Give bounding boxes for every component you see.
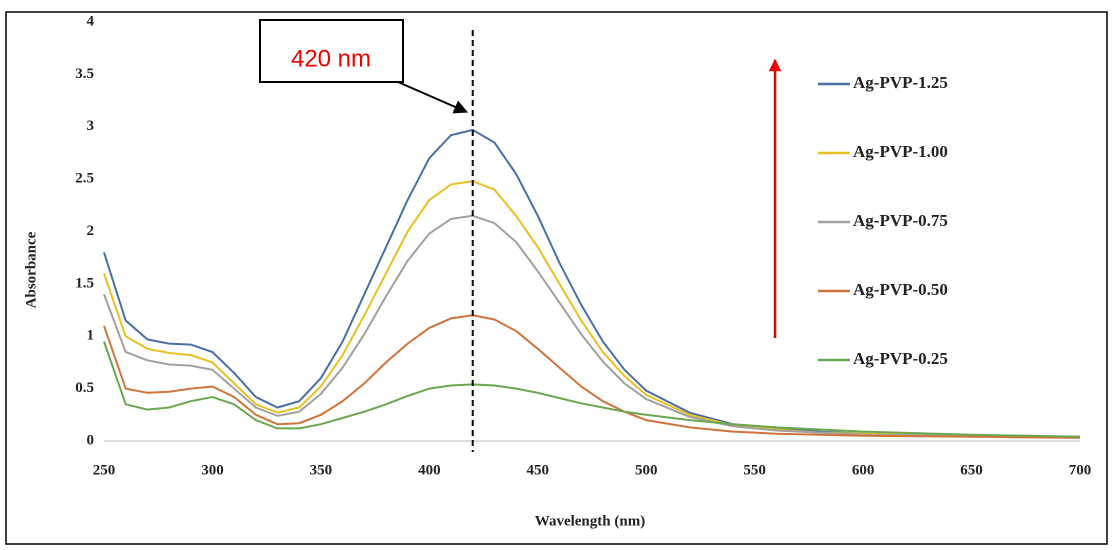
x-tick-label: 600	[852, 462, 875, 478]
y-tick-label: 3.5	[75, 66, 94, 82]
y-tick-label: 4	[87, 13, 95, 29]
y-tick-label: 2	[87, 223, 95, 239]
y-tick-label: 1.5	[75, 275, 94, 291]
series-line	[104, 216, 1080, 437]
x-axis-label: Wavelength (nm)	[535, 513, 645, 529]
x-tick-label: 250	[93, 462, 116, 478]
series-line	[104, 315, 1080, 438]
y-tick-label: 3	[87, 118, 95, 134]
x-tick-label: 700	[1069, 462, 1092, 478]
x-tick-label: 450	[527, 462, 550, 478]
y-tick-label: 0.5	[75, 380, 94, 396]
x-tick-label: 550	[743, 462, 766, 478]
y-tick-label: 1	[87, 328, 95, 344]
legend-label: Ag-PVP-0.50	[853, 280, 948, 299]
legend-label: Ag-PVP-1.25	[853, 73, 948, 92]
y-tick-label: 0	[87, 432, 95, 448]
x-tick-label: 400	[418, 462, 441, 478]
x-tick-label: 500	[635, 462, 658, 478]
x-tick-label: 650	[960, 462, 983, 478]
chart: Absorbance Wavelength (nm) 0 0.5 1 1.5 2 2.5 3…	[0, 0, 1113, 550]
annotation-arrow	[398, 82, 467, 112]
y-tick-label: 2.5	[75, 171, 94, 187]
annotation-label: 420 nm	[291, 45, 371, 72]
legend-label: Ag-PVP-0.25	[853, 349, 948, 368]
legend-label: Ag-PVP-0.75	[853, 211, 948, 230]
legend-label: Ag-PVP-1.00	[853, 142, 948, 161]
y-axis-label: Absorbance	[23, 231, 39, 308]
x-tick-label: 300	[201, 462, 224, 478]
x-tick-label: 350	[310, 462, 333, 478]
